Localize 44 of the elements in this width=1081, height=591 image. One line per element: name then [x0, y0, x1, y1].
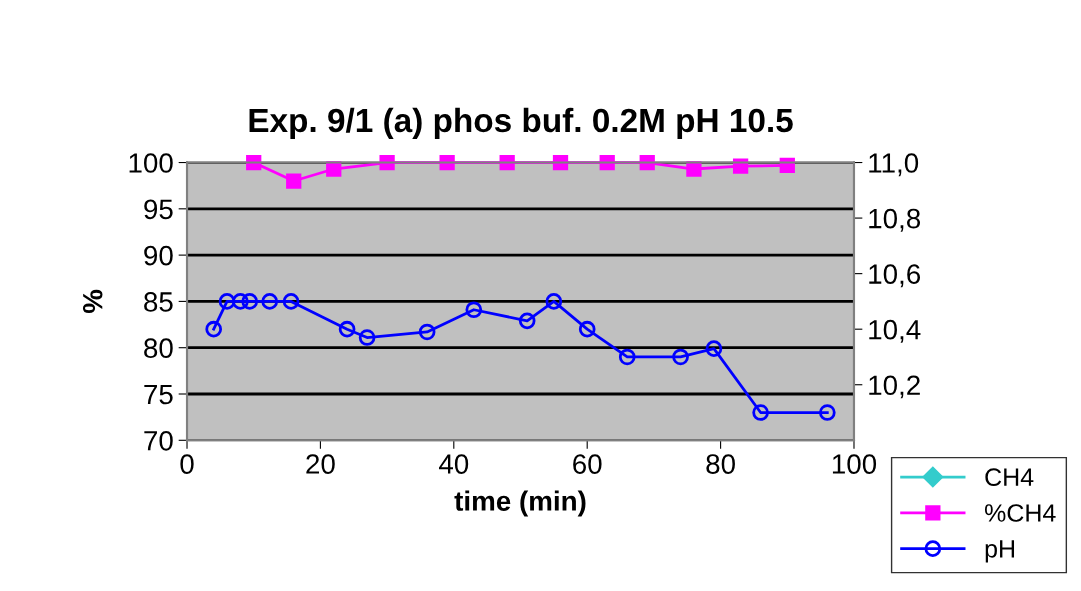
- point: [545, 293, 563, 310]
- legend-label: %CH4: [984, 504, 1056, 522]
- x-tick-label: 100: [832, 454, 877, 474]
- point: [578, 320, 596, 338]
- y2-tick-label: 10,6: [869, 264, 921, 288]
- point: [686, 161, 702, 177]
- point: [232, 293, 249, 310]
- point: [282, 293, 300, 310]
- point: [218, 293, 236, 310]
- y-tick-label: 70: [144, 430, 173, 451]
- point: [205, 320, 223, 338]
- x-tick-label: 0: [180, 454, 194, 474]
- y-tick-label: 75: [144, 384, 173, 405]
- point: [338, 320, 356, 338]
- legend-label: CH4: [985, 468, 1034, 487]
- point: [752, 404, 769, 421]
- y-tick-label: 95: [144, 199, 173, 220]
- point: [518, 312, 536, 330]
- y-tick-label: 90: [144, 245, 173, 266]
- y2-tick-label: 11,0: [869, 153, 919, 177]
- point: [705, 340, 723, 357]
- x-axis-title: time (min): [454, 490, 586, 517]
- point: [358, 329, 376, 346]
- legend-label: pH: [985, 540, 1015, 563]
- x-tick-label: 80: [706, 454, 735, 474]
- point: [465, 301, 483, 319]
- y-tick-label: 100: [129, 153, 173, 173]
- chart-title: Exp. 9/1 (a) phos buf. 0.2M pH 10.5: [249, 107, 793, 139]
- x-tick-label: 60: [573, 454, 602, 474]
- y2-tick-label: 10,8: [869, 208, 921, 232]
- point: [261, 293, 279, 310]
- point: [241, 293, 259, 310]
- point: [672, 348, 689, 366]
- point: [286, 173, 302, 189]
- point: [818, 404, 836, 421]
- y2-tick-label: 10,4: [869, 319, 921, 343]
- y-tick-label: 85: [144, 292, 173, 312]
- y-tick-label: 80: [144, 338, 173, 359]
- y2-tick-label: 10,2: [869, 375, 920, 399]
- y-axis-title: %: [82, 289, 103, 314]
- x-tick-label: 20: [306, 454, 335, 474]
- point: [618, 348, 636, 366]
- point: [418, 323, 436, 341]
- x-tick-label: 40: [438, 454, 469, 474]
